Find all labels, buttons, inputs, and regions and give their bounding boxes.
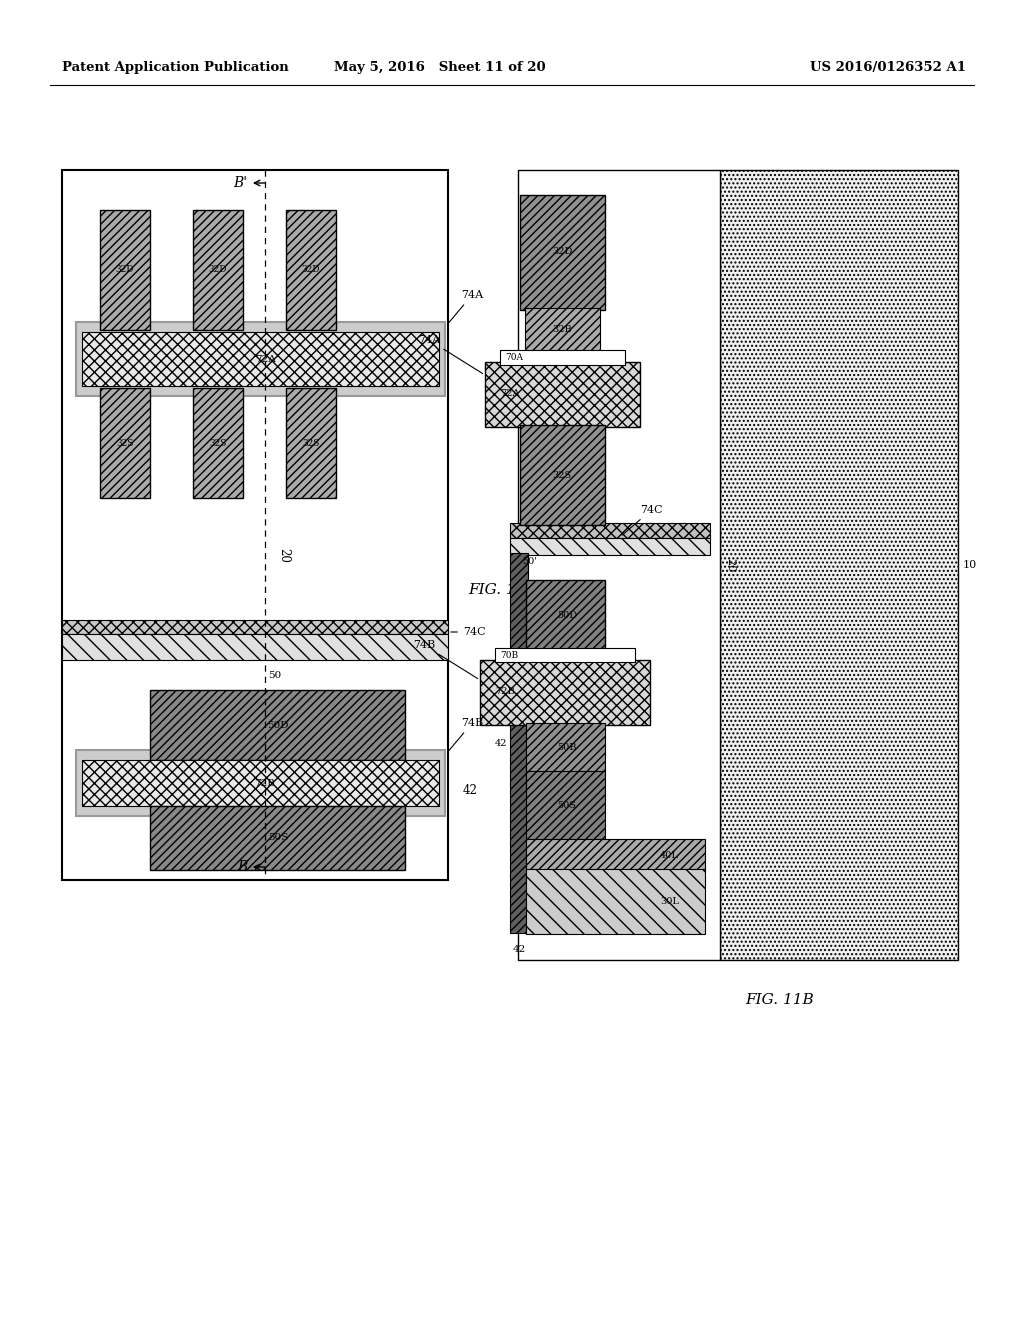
Bar [510,553,528,933]
Bar [520,195,605,310]
Text: 74A: 74A [447,290,483,323]
Bar [720,170,958,960]
Bar [510,539,710,554]
Bar [485,362,640,426]
Text: B: B [237,861,247,874]
Text: 74B: 74B [447,718,483,752]
Bar [518,170,720,960]
Bar [76,750,445,816]
Text: Patent Application Publication: Patent Application Publication [62,62,289,74]
Bar [526,869,705,935]
Text: 32D: 32D [552,248,572,256]
Bar [62,634,449,660]
Text: 72B: 72B [495,688,515,697]
Text: 72B: 72B [255,779,275,788]
Text: 20: 20 [278,548,290,562]
Bar [76,322,445,396]
Bar [526,840,705,871]
Text: FIG. 11B: FIG. 11B [745,993,814,1007]
Bar [526,771,605,841]
Text: 70B: 70B [500,651,518,660]
Text: 42: 42 [463,784,478,796]
Text: 70A: 70A [505,352,523,362]
Text: 50B: 50B [557,743,577,752]
Text: 32D: 32D [116,265,134,275]
Text: May 5, 2016   Sheet 11 of 20: May 5, 2016 Sheet 11 of 20 [334,62,546,74]
Text: 32D: 32D [302,265,321,275]
Text: 32S: 32S [302,438,319,447]
Text: 42: 42 [513,945,526,954]
Text: 32S: 32S [117,438,134,447]
Bar [495,648,635,663]
Text: 42: 42 [495,738,507,747]
Bar [500,350,625,366]
Bar [82,333,439,385]
Text: 50S: 50S [557,801,577,810]
Bar [286,210,336,330]
Text: 32S: 32S [209,438,226,447]
Text: 50S: 50S [268,833,288,842]
Text: B': B' [232,176,247,190]
Text: 74C: 74C [451,627,485,638]
Bar [100,210,150,330]
Text: 50: 50 [268,671,282,680]
Text: 40L: 40L [660,850,679,859]
Text: 10: 10 [963,560,977,570]
Bar [193,210,243,330]
Text: US 2016/0126352 A1: US 2016/0126352 A1 [810,62,966,74]
Bar [510,523,710,539]
Bar [525,308,600,352]
Text: 32B: 32B [552,326,571,334]
Bar [193,388,243,498]
Text: 32S: 32S [552,470,571,479]
Text: 30L: 30L [660,896,679,906]
Text: 74A: 74A [418,335,482,374]
Bar [62,620,449,634]
Text: 50D: 50D [267,721,289,730]
Text: 20: 20 [725,558,735,572]
Bar [286,388,336,498]
Bar [62,170,449,880]
Bar [150,807,406,870]
Bar [82,760,439,807]
Bar [520,425,605,525]
Bar [480,660,650,725]
Text: 50': 50' [522,557,537,566]
Text: FIG. 11A: FIG. 11A [468,583,537,597]
Text: 50D: 50D [557,610,578,619]
Bar [526,579,605,649]
Bar [100,388,150,498]
Text: 72A: 72A [255,355,275,363]
Text: 74B: 74B [413,640,477,678]
Text: 32D: 32D [209,265,227,275]
Bar [526,723,605,774]
Text: 74C: 74C [623,506,663,535]
Text: 72A: 72A [500,389,519,399]
Bar [150,690,406,760]
